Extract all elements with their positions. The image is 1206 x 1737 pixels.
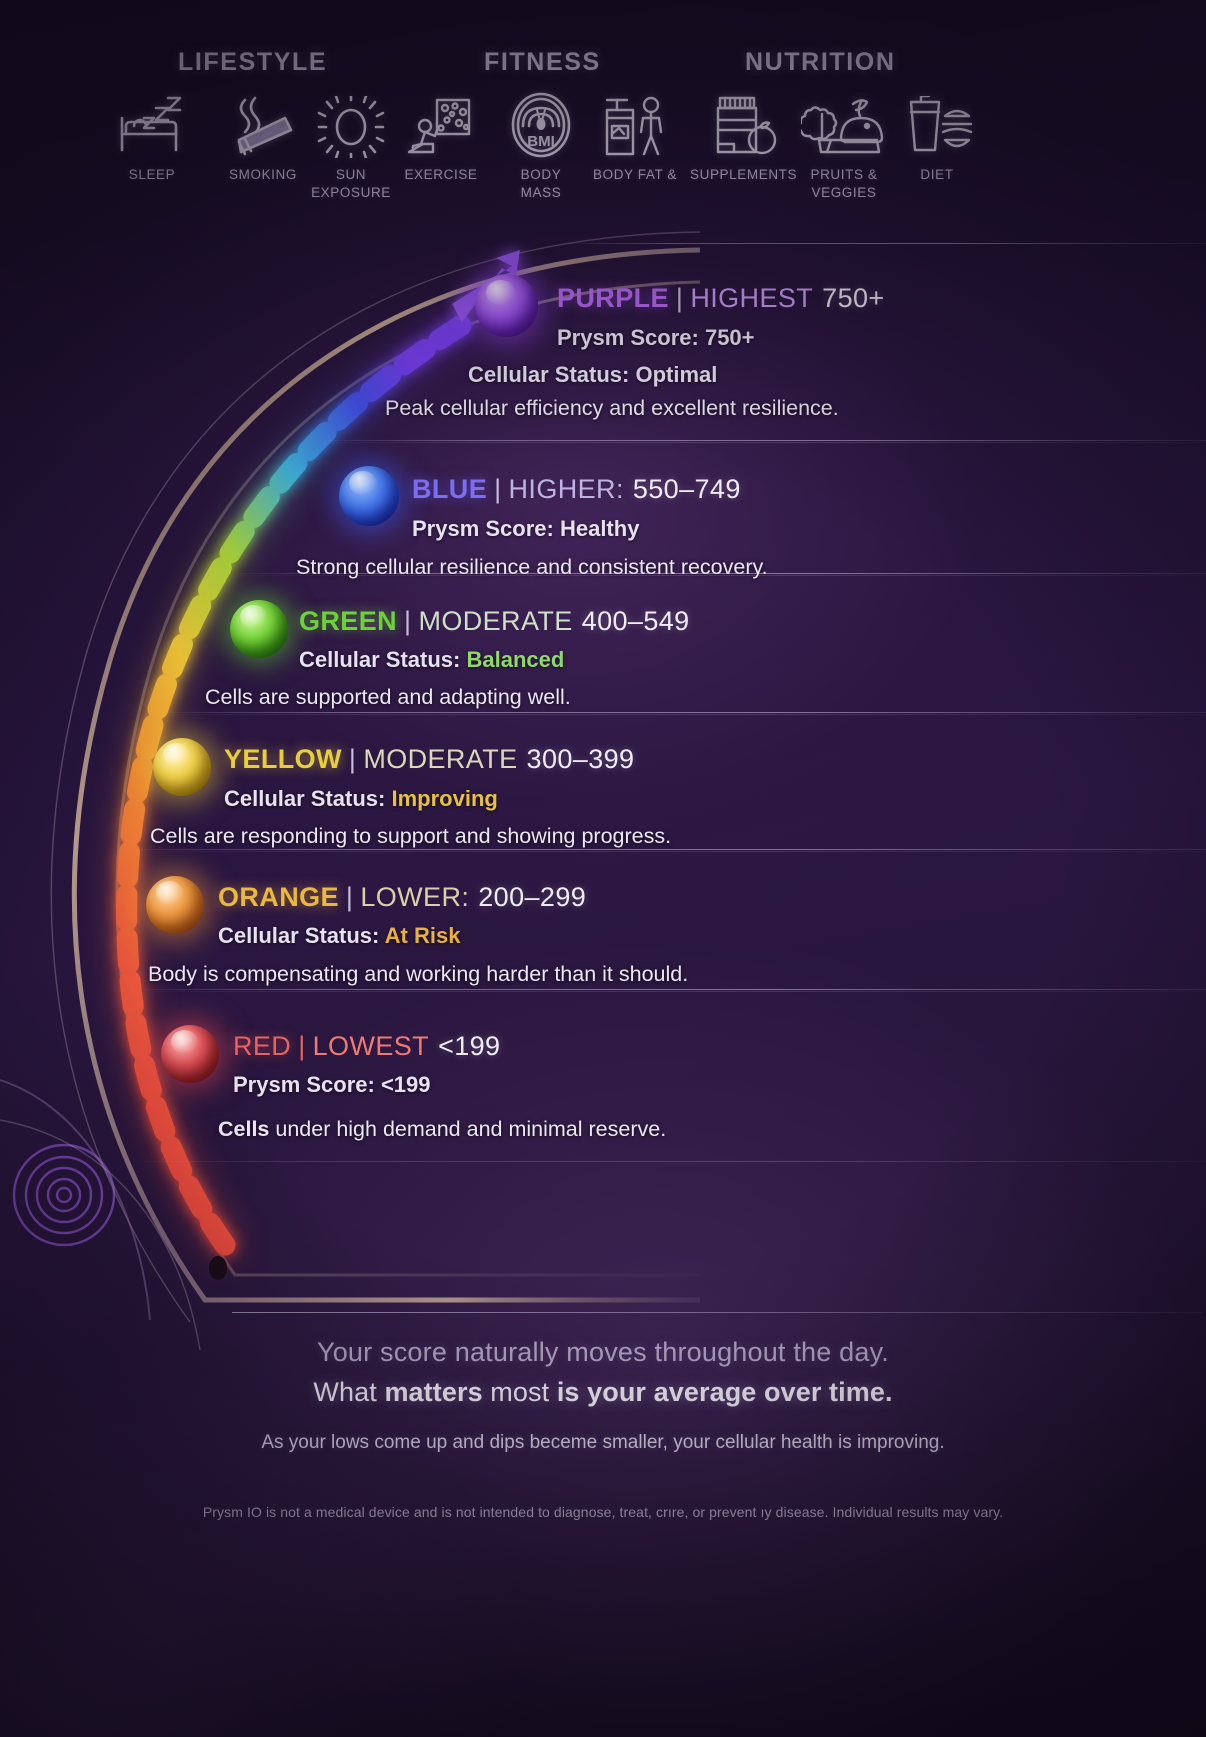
svg-text:BMI: BMI: [527, 133, 555, 150]
tier-score-line: Prysm Score: <199: [233, 1072, 431, 1097]
tier-score-line: Prysm Score: 750+: [557, 325, 755, 350]
row-divider: [152, 712, 1206, 713]
row-divider-secondary: [152, 714, 1206, 715]
row-divider-secondary: [228, 575, 1206, 576]
exercise-icon: [389, 92, 493, 158]
metric-body-fat[interactable]: BODY FAT &: [583, 92, 687, 184]
tier-description: Body is compensating and working harder …: [148, 962, 689, 986]
bodyfat-icon: [583, 92, 687, 158]
metric-sleep[interactable]: SLEEP: [100, 92, 204, 184]
icon-strip: SLEEP SMOKING: [0, 92, 1206, 212]
bmi-icon: BMI: [489, 92, 593, 158]
metric-label: SUN EXPOSURE: [311, 167, 391, 201]
tier-status-line: Cellular Status: Improving: [224, 786, 498, 811]
smoking-icon: [211, 92, 315, 158]
tier-description: Strong cellular resilience and consisten…: [296, 555, 768, 579]
tier-heading: ORANGE | LOWER: 200–299: [218, 882, 587, 912]
metric-label: SMOKING: [229, 167, 297, 182]
metric-label: DIET: [920, 167, 954, 182]
metric-body-mass[interactable]: BMI BODY MASS: [489, 92, 593, 202]
metric-label: PRUITS & VEGGIES: [810, 167, 878, 201]
category-lifestyle: LIFESTYLE: [178, 48, 328, 76]
fruits-icon: [792, 92, 896, 158]
tier-description: Cells are supported and adapting well.: [205, 685, 571, 709]
tier-status-line: Cellular Status: At Risk: [218, 923, 461, 948]
row-divider: [130, 989, 1206, 990]
category-row: LIFESTYLE FITNESS NUTRITION: [0, 0, 1206, 76]
row-divider-secondary: [315, 442, 1206, 443]
footer-line-1: Your score naturally moves throughout th…: [316, 1337, 890, 1367]
tier-heading: GREEN | MODERATE 400–549: [299, 606, 690, 636]
sleep-icon: [100, 92, 204, 158]
row-divider: [315, 440, 1206, 441]
metric-label: EXERCISE: [404, 167, 478, 182]
supplements-icon: [690, 92, 794, 158]
metric-label: BODY FAT &: [592, 167, 678, 182]
footer-line-2: What matters most is your average over t…: [313, 1377, 893, 1407]
tier-status-line: Cellular Status: Optimal: [468, 362, 718, 387]
tier-heading: BLUE | HIGHER: 550–749: [412, 474, 741, 504]
tier-orb-red: [161, 1025, 219, 1083]
metric-smoking[interactable]: SMOKING: [211, 92, 315, 184]
diet-icon: [885, 92, 989, 158]
tier-orb-yellow: [153, 738, 211, 796]
disclaimer: Prysm IO is not a medical device and is …: [202, 1504, 1004, 1520]
tier-heading: RED | LOWEST <199: [233, 1031, 501, 1061]
tier-orb-blue: [339, 466, 399, 526]
row-divider: [124, 849, 1206, 850]
metric-supplements[interactable]: SUPPLEMENTS: [690, 92, 798, 184]
tier-heading: PURPLE | HIGHEST 750+: [557, 283, 885, 313]
tier-orb-orange: [146, 876, 204, 934]
row-divider-bottom: [118, 1161, 1206, 1162]
tier-description: Peak cellular efficiency and excellent r…: [385, 396, 839, 420]
row-divider-secondary: [124, 851, 1206, 852]
row-divider: [560, 243, 1206, 244]
sun-icon: [299, 92, 403, 158]
metric-diet[interactable]: DIET: [885, 92, 989, 184]
footer-divider: [232, 1312, 1202, 1313]
row-divider-secondary: [130, 991, 1206, 992]
concentric-rings-decoration: [8, 1135, 128, 1260]
row-divider: [228, 573, 1206, 574]
tier-score-line: Prysm Score: Healthy: [412, 516, 640, 541]
tier-heading: YELLOW | MODERATE 300–399: [224, 744, 635, 774]
tier-orb-green: [230, 600, 288, 658]
category-nutrition: NUTRITION: [745, 48, 896, 76]
category-fitness: FITNESS: [484, 48, 601, 76]
metric-exercise[interactable]: EXERCISE: [389, 92, 493, 184]
metric-label: BODY MASS: [520, 167, 562, 201]
metric-sun-exposure[interactable]: SUN EXPOSURE: [299, 92, 403, 202]
metric-label: SLEEP: [128, 167, 176, 182]
header: LIFESTYLE FITNESS NUTRITION SLEEP: [0, 0, 1206, 200]
metric-label: SUPPLEMENTS: [690, 167, 798, 182]
tier-description: Cells are responding to support and show…: [150, 824, 672, 848]
footer-line-3: As your lows come up and dips beceme sma…: [261, 1432, 945, 1453]
tier-description: Cells under high demand and minimal rese…: [218, 1117, 667, 1141]
metric-fruits-veggies[interactable]: PRUITS & VEGGIES: [792, 92, 896, 202]
tier-status-line: Cellular Status: Balanced: [299, 647, 565, 672]
tier-orb-purple: [475, 274, 538, 337]
